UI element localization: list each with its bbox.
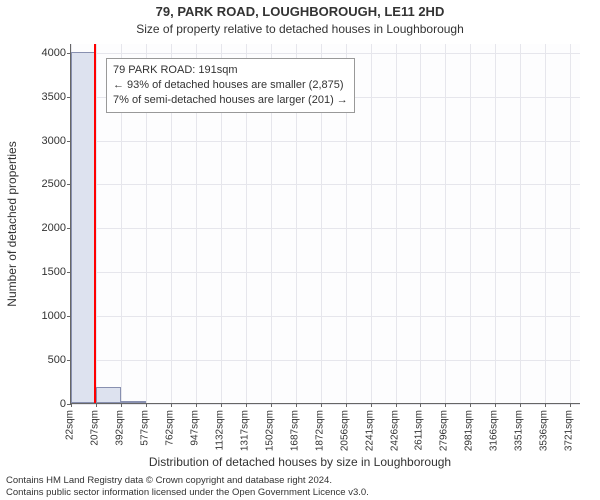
xtick-label: 2241sqm — [364, 410, 375, 451]
xtick-mark — [121, 403, 122, 407]
xtick-mark — [495, 403, 496, 407]
xtick-label: 947sqm — [189, 410, 200, 446]
ytick-label: 1000 — [6, 310, 66, 322]
annotation-line-1: 79 PARK ROAD: 191sqm — [113, 63, 348, 78]
gridline-h — [71, 316, 580, 317]
gridline-v — [396, 44, 397, 403]
xtick-label: 1687sqm — [289, 410, 300, 451]
xtick-label: 22sqm — [65, 410, 76, 440]
ytick-label: 1500 — [6, 266, 66, 278]
footer-attribution: Contains HM Land Registry data © Crown c… — [6, 475, 594, 498]
annotation-box: 79 PARK ROAD: 191sqm ← 93% of detached h… — [106, 58, 355, 113]
gridline-h — [71, 141, 580, 142]
xtick-mark — [321, 403, 322, 407]
xtick-mark — [246, 403, 247, 407]
xtick-mark — [271, 403, 272, 407]
xtick-label: 577sqm — [139, 410, 150, 446]
xtick-mark — [520, 403, 521, 407]
xtick-mark — [445, 403, 446, 407]
annotation-line-2: ← 93% of detached houses are smaller (2,… — [113, 78, 348, 93]
x-axis-label: Distribution of detached houses by size … — [0, 455, 600, 469]
plot-area: 79 PARK ROAD: 191sqm ← 93% of detached h… — [70, 44, 580, 404]
ytick-label: 4000 — [6, 47, 66, 59]
gridline-v — [445, 44, 446, 403]
annotation-line-3: 7% of semi-detached houses are larger (2… — [113, 93, 348, 108]
histogram-bar — [96, 387, 121, 403]
chart-subtitle: Size of property relative to detached ho… — [0, 22, 600, 36]
xtick-mark — [96, 403, 97, 407]
xtick-label: 762sqm — [164, 410, 175, 446]
gridline-h — [71, 272, 580, 273]
xtick-mark — [470, 403, 471, 407]
xtick-label: 1502sqm — [264, 410, 275, 451]
xtick-label: 2981sqm — [464, 410, 475, 451]
xtick-mark — [420, 403, 421, 407]
subject-marker-line — [94, 44, 96, 403]
xtick-mark — [371, 403, 372, 407]
xtick-mark — [221, 403, 222, 407]
xtick-label: 2611sqm — [414, 410, 425, 450]
ytick-label: 0 — [6, 398, 66, 410]
footer-line-1: Contains HM Land Registry data © Crown c… — [6, 475, 594, 486]
ytick-label: 3500 — [6, 91, 66, 103]
xtick-mark — [570, 403, 571, 407]
gridline-h — [71, 404, 580, 405]
chart-title: 79, PARK ROAD, LOUGHBOROUGH, LE11 2HD — [0, 4, 600, 19]
gridline-v — [96, 44, 97, 403]
xtick-mark — [171, 403, 172, 407]
xtick-label: 2426sqm — [389, 410, 400, 451]
xtick-mark — [146, 403, 147, 407]
xtick-mark — [396, 403, 397, 407]
xtick-mark — [346, 403, 347, 407]
ytick-label: 2000 — [6, 222, 66, 234]
gridline-v — [420, 44, 421, 403]
xtick-mark — [545, 403, 546, 407]
gridline-h — [71, 184, 580, 185]
gridline-h — [71, 360, 580, 361]
xtick-label: 3721sqm — [564, 410, 575, 451]
gridline-v — [545, 44, 546, 403]
chart-container: 79, PARK ROAD, LOUGHBOROUGH, LE11 2HD Si… — [0, 0, 600, 500]
histogram-bar — [71, 52, 96, 403]
histogram-bar — [121, 401, 146, 403]
xtick-label: 2796sqm — [439, 410, 450, 451]
xtick-label: 3536sqm — [539, 410, 550, 451]
gridline-h — [71, 228, 580, 229]
xtick-label: 3351sqm — [514, 410, 525, 451]
gridline-v — [371, 44, 372, 403]
ytick-label: 3000 — [6, 135, 66, 147]
ytick-label: 2500 — [6, 178, 66, 190]
xtick-label: 1132sqm — [214, 410, 225, 450]
xtick-label: 2056sqm — [339, 410, 350, 451]
xtick-mark — [296, 403, 297, 407]
xtick-label: 1317sqm — [239, 410, 250, 451]
gridline-v — [570, 44, 571, 403]
xtick-label: 1872sqm — [314, 410, 325, 451]
xtick-label: 3166sqm — [489, 410, 500, 451]
xtick-mark — [196, 403, 197, 407]
ytick-label: 500 — [6, 354, 66, 366]
gridline-v — [470, 44, 471, 403]
xtick-mark — [71, 403, 72, 407]
footer-line-2: Contains public sector information licen… — [6, 487, 594, 498]
gridline-v — [495, 44, 496, 403]
gridline-v — [520, 44, 521, 403]
gridline-h — [71, 53, 580, 54]
xtick-label: 392sqm — [114, 410, 125, 446]
xtick-label: 207sqm — [89, 410, 100, 446]
